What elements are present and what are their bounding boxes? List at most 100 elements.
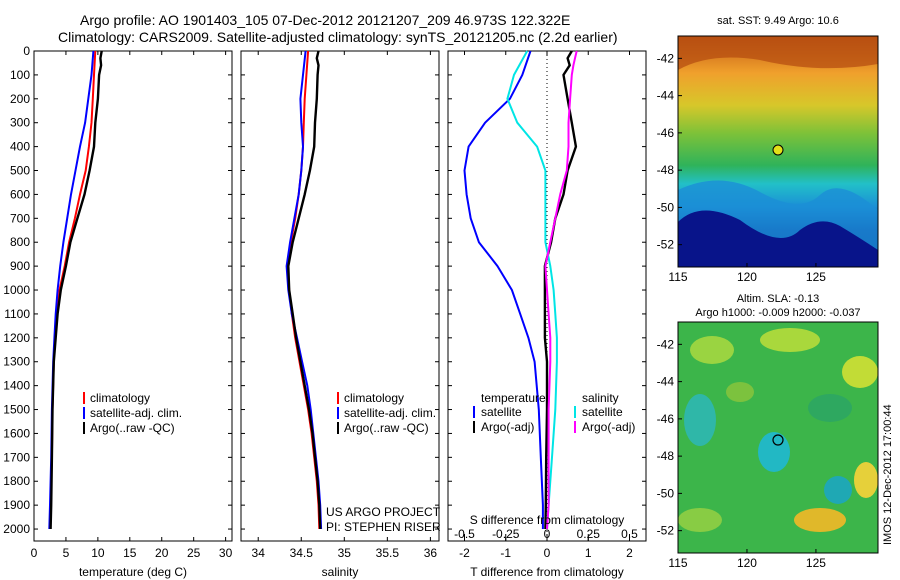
map-y-tick-label: -42 — [657, 51, 675, 65]
x-tick-label: -1 — [500, 546, 511, 560]
x2-tick-label: 0.5 — [621, 527, 638, 541]
s-difference-xlabel: S difference from climatology — [470, 513, 625, 527]
map-y-tick-label: -52 — [657, 238, 675, 252]
series-line-satellite-adj-clim- — [48, 50, 95, 530]
y-tick-label: 1700 — [3, 450, 30, 464]
legend-heading-temperature: temperature — [481, 391, 546, 405]
map-y-tick-label: -48 — [657, 449, 675, 463]
x-tick-label: 0 — [31, 546, 38, 560]
legend-label-t-argo: Argo(-adj) — [481, 420, 534, 434]
x-tick-label: 25 — [187, 546, 201, 560]
x-tick-label: 35.5 — [376, 546, 400, 560]
x-tick-label: 34.5 — [290, 546, 314, 560]
legend-label-t-satellite: satellite — [481, 405, 522, 419]
y-tick-label: 1000 — [3, 283, 30, 297]
y-tick-label: 2000 — [3, 522, 30, 536]
legend-label-argo: Argo(..raw -QC) — [344, 421, 429, 435]
project-label: US ARGO PROJECT — [326, 505, 441, 519]
y-tick-label: 300 — [10, 116, 30, 130]
sst-argo-location-marker — [772, 144, 784, 156]
temperature-axes — [33, 50, 233, 542]
y-tick-label: 1300 — [3, 355, 30, 369]
sla-map-axes: 115 120 125 -42 -44 -46 -48 -50 -52 — [657, 337, 827, 570]
sla-argo-location-marker — [772, 434, 784, 446]
series-line-salinity-argo-adj- — [544, 50, 578, 530]
x-tick-label: 5 — [63, 546, 70, 560]
map-x-tick-label: 125 — [806, 556, 826, 570]
map-x-tick-label: 120 — [737, 270, 757, 284]
t-difference-xlabel: T difference from climatology — [470, 565, 624, 579]
temperature-legend: climatology satellite-adj. clim. Argo(..… — [83, 391, 182, 435]
map-y-tick-label: -42 — [657, 337, 675, 351]
x-tick-label: 20 — [155, 546, 169, 560]
x-tick-label: 34 — [252, 546, 266, 560]
y-tick-label: 400 — [10, 140, 30, 154]
series-line-argo-raw-qc- — [49, 50, 103, 530]
y-tick-label: 1200 — [3, 331, 30, 345]
salinity-axes — [240, 50, 440, 542]
legend-label-argo: Argo(..raw -QC) — [90, 421, 175, 435]
sst-map-image — [678, 36, 878, 267]
sst-map-axes: 115 120 125 -42 -44 -46 -48 -50 -52 — [657, 51, 827, 284]
title-line-1: Argo profile: AO 1901403_105 07-Dec-2012… — [80, 12, 570, 28]
series-line-temperature-satellite — [463, 50, 544, 529]
map-y-tick-label: -44 — [657, 89, 675, 103]
x-tick-label: 30 — [219, 546, 233, 560]
sst-map-title: sat. SST: 9.49 Argo: 10.6 — [717, 15, 839, 27]
sla-map-title-1: Altim. SLA: -0.13 — [737, 293, 820, 305]
y-tick-label: 500 — [10, 164, 30, 178]
x2-tick-label: 0 — [544, 527, 551, 541]
legend-label-satellite: satellite-adj. clim. — [344, 406, 436, 420]
map-x-tick-label: 125 — [806, 270, 826, 284]
map-y-tick-label: -46 — [657, 126, 675, 140]
map-y-tick-label: -52 — [657, 524, 675, 538]
map-x-tick-label: 115 — [668, 556, 687, 570]
difference-panel: -2 -1 0 1 2 -0.5 -0.25 0 0.25 0.5 — [448, 50, 646, 560]
sst-map-frame — [677, 35, 879, 268]
y-tick-label: 1100 — [4, 307, 30, 321]
map-y-tick-label: -48 — [657, 163, 675, 177]
x2-tick-label: 0.25 — [577, 527, 601, 541]
salinity-xlabel: salinity — [322, 565, 359, 579]
salinity-panel: 34 34.5 35 35.5 36 — [241, 50, 439, 560]
map-x-tick-label: 115 — [668, 270, 687, 284]
pi-label: PI: STEPHEN RISER — [326, 520, 441, 534]
legend-label-climatology: climatology — [90, 391, 150, 405]
x2-tick-label: -0.5 — [454, 527, 475, 541]
salinity-legend: climatology satellite-adj. clim. Argo(..… — [337, 391, 436, 435]
map-x-tick-label: 120 — [737, 556, 757, 570]
x-tick-label: -2 — [459, 546, 470, 560]
legend-label-satellite: satellite-adj. clim. — [90, 406, 182, 420]
x-tick-label: 36 — [424, 546, 438, 560]
temperature-xlabel: temperature (deg C) — [79, 565, 187, 579]
y-tick-label: 1600 — [3, 426, 30, 440]
x-tick-label: 1 — [585, 546, 592, 560]
legend-heading-salinity: salinity — [582, 391, 619, 405]
map-y-tick-label: -46 — [657, 412, 675, 426]
x-tick-label: 15 — [123, 546, 137, 560]
temperature-panel: 0100200300400500600700800900100011001200… — [3, 44, 232, 560]
y-tick-label: 600 — [10, 187, 30, 201]
x2-tick-label: -0.25 — [492, 527, 520, 541]
x-tick-label: 10 — [91, 546, 105, 560]
series-line-argo-raw-qc- — [287, 50, 322, 530]
y-tick-label: 0 — [23, 44, 30, 58]
y-tick-label: 200 — [10, 92, 30, 106]
map-y-tick-label: -44 — [657, 375, 675, 389]
imos-timestamp: IMOS 12-Dec-2012 17:00:44 — [882, 404, 894, 545]
sla-map-title-2: Argo h1000: -0.009 h2000: -0.037 — [695, 307, 860, 319]
difference-legend: temperature salinity satellite Argo(-adj… — [473, 391, 635, 434]
x-tick-label: 35 — [338, 546, 352, 560]
y-tick-label: 1800 — [3, 474, 30, 488]
y-tick-label: 100 — [10, 68, 30, 82]
map-y-tick-label: -50 — [657, 200, 675, 214]
legend-label-s-argo: Argo(-adj) — [582, 420, 635, 434]
y-tick-label: 700 — [10, 211, 30, 225]
title-line-2: Climatology: CARS2009. Satellite-adjuste… — [58, 29, 618, 45]
y-tick-label: 800 — [10, 235, 30, 249]
y-tick-label: 900 — [10, 259, 30, 273]
y-tick-label: 1500 — [3, 403, 30, 417]
y-tick-label: 1400 — [3, 379, 30, 393]
legend-label-climatology: climatology — [344, 391, 404, 405]
